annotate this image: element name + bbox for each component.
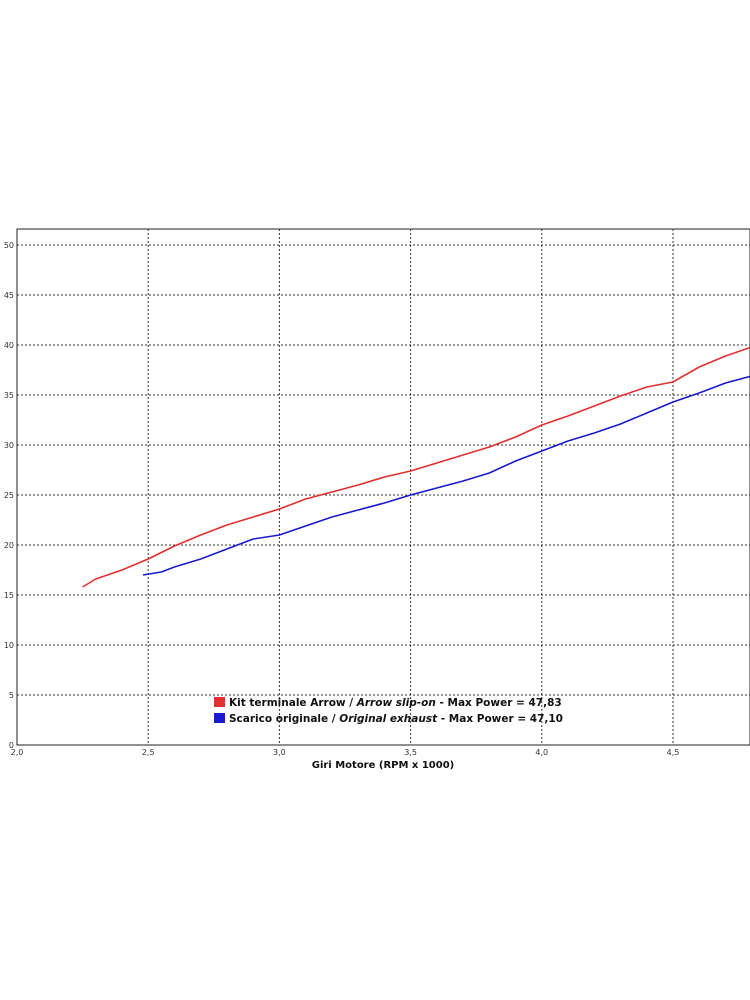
y-tick-label: 40 [4,341,14,350]
series-lines [82,346,750,588]
legend-label-original: Scarico originale / Original exhaust - M… [229,713,563,725]
x-tick-label: 3,0 [273,748,286,757]
grid-lines [17,229,750,745]
y-axis-ticks: 0 5 10 15 20 25 30 35 40 45 50 [4,241,14,750]
y-tick-label: 35 [4,391,14,400]
x-tick-label: 2,0 [11,748,24,757]
y-tick-label: 45 [4,291,14,300]
y-tick-label: 25 [4,491,14,500]
series-line-arrow [82,346,750,588]
legend: Kit terminale Arrow / Arrow slip-on - Ma… [214,697,563,725]
y-tick-label: 5 [9,691,14,700]
x-axis-ticks: 2,02,53,03,54,04,55,05,56,06,57,07,5 [11,748,680,757]
y-tick-label: 15 [4,591,14,600]
x-axis-label: Giri Motore (RPM x 1000) [312,760,455,771]
series-line-original [142,375,750,576]
x-tick-label: 3,5 [404,748,417,757]
y-tick-label: 30 [4,441,14,450]
legend-label-arrow: Kit terminale Arrow / Arrow slip-on - Ma… [229,697,562,709]
x-tick-label: 4,5 [667,748,680,757]
y-tick-label: 20 [4,541,14,550]
y-tick-label: 10 [4,641,14,650]
y-tick-label: 0 [9,741,14,750]
legend-swatch-arrow [214,697,225,707]
plot-frame [16,228,750,746]
legend-item-arrow: Kit terminale Arrow / Arrow slip-on - Ma… [214,697,562,709]
x-tick-label: 2,5 [142,748,155,757]
legend-item-original: Scarico originale / Original exhaust - M… [214,713,563,725]
x-tick-label: 4,0 [535,748,548,757]
legend-swatch-original [214,713,225,723]
y-tick-label: 50 [4,241,14,250]
